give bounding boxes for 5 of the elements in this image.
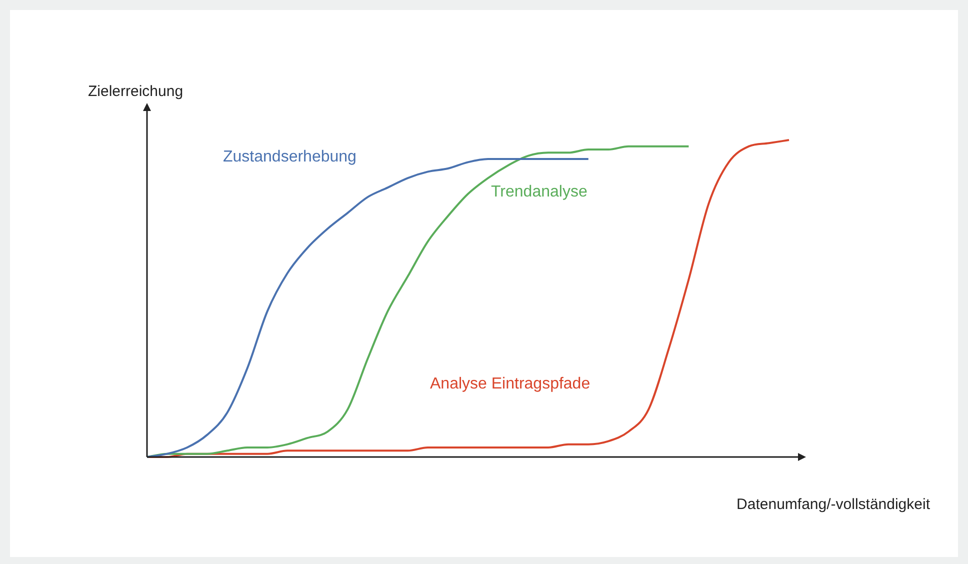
series-label: Trendanalyse xyxy=(491,183,588,200)
y-axis-title: Zielerreichung xyxy=(88,83,184,100)
text: Analyse Eintragspfade xyxy=(430,375,590,392)
text: Zustandserhebung xyxy=(223,148,356,166)
x-axis-title: Datenumfang/-vollständigkeit xyxy=(736,496,931,514)
